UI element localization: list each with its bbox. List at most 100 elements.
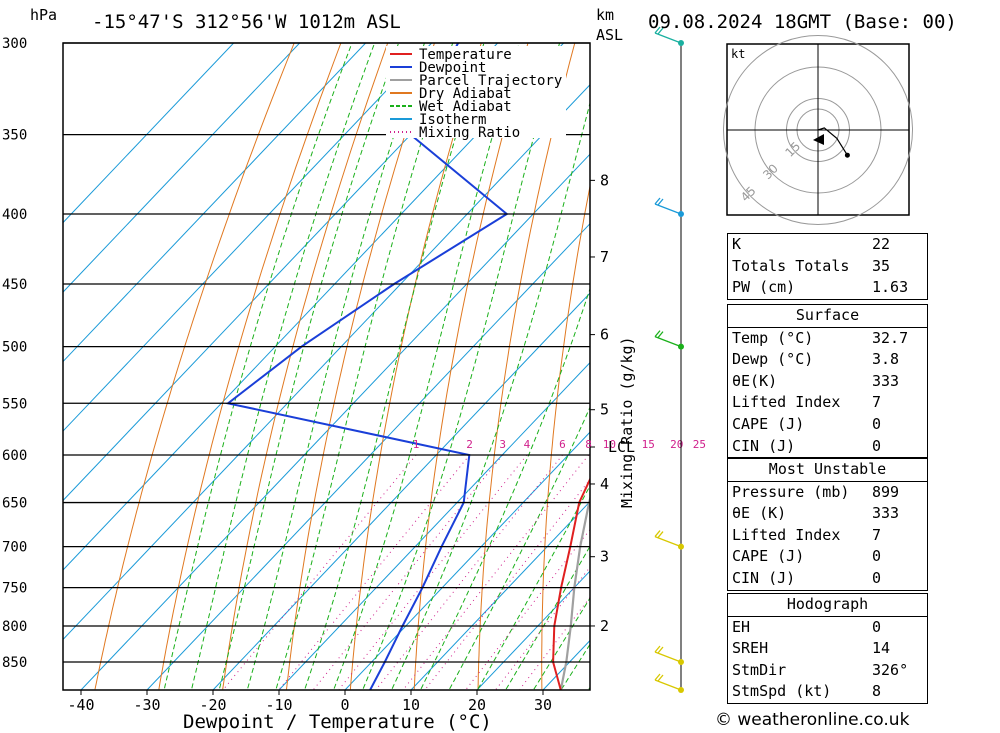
table_surface-value: 32.7: [872, 328, 909, 347]
temp-tick-label: 0: [340, 696, 349, 714]
pressure-tick-label: 850: [2, 655, 27, 671]
units-asl: ASL: [596, 26, 623, 44]
legend-label: Isotherm: [419, 112, 486, 128]
lcl-label: LCL: [608, 438, 635, 456]
table_hodograph-row: SREH 14: [728, 638, 927, 660]
mixing-ratio-label: 4: [524, 438, 531, 451]
temp-tick-label: -20: [199, 696, 226, 714]
km-tick-label: 8: [600, 171, 609, 189]
legend-label: Dry Adiabat: [419, 86, 512, 102]
mixing-ratio-label: 15: [642, 438, 655, 451]
table_most_unstable-value: 0: [872, 547, 882, 566]
table_hodograph-row: EH 0: [728, 617, 927, 639]
legend-label: Mixing Ratio: [419, 125, 520, 141]
mixing-ratio-label: 10: [603, 438, 616, 451]
table_hodograph-value: 8: [872, 682, 882, 701]
table_surface-value: 0: [872, 436, 882, 455]
isotherm-line: [63, 43, 301, 293]
pressure-tick-label: 800: [2, 619, 27, 635]
parcel-trajectory-line: [559, 494, 590, 690]
table_hodograph-row: StmDir 326°: [728, 660, 927, 682]
hodograph-ring: [723, 35, 913, 225]
isotherm-line: [63, 43, 235, 224]
hodograph-title: Hodograph: [786, 595, 869, 613]
table_most_unstable-label: CAPE (J): [732, 547, 805, 566]
most-unstable-title: Most Unstable: [768, 460, 887, 478]
isotherm-line: [344, 431, 590, 690]
table_most_unstable-value: 0: [872, 568, 882, 587]
table_surface-row: Dewp (°C) 3.8: [728, 349, 927, 371]
wind-barb: [654, 330, 682, 348]
dry-adiabat-line: [664, 43, 715, 689]
table_surface-label: Temp (°C): [732, 328, 814, 347]
table_most_unstable-label: Pressure (mb): [732, 482, 850, 501]
mixing-ratio-label: 2: [466, 438, 473, 451]
wind-barb: [654, 645, 682, 663]
isotherm-line: [146, 222, 590, 690]
pressure-tick-label: 500: [2, 340, 27, 356]
wet-adiabat-line: [190, 43, 376, 690]
table_surface-value: 3.8: [872, 350, 900, 369]
table_surface-value: 7: [872, 393, 882, 412]
mixing-ratio-label: 20: [670, 438, 683, 451]
indices-table: K 22 Totals Totals 35 PW (cm) 1.63: [727, 233, 928, 300]
table_hodograph-label: StmDir: [732, 660, 787, 679]
table_most_unstable-label: CIN (J): [732, 568, 796, 587]
temp-tick-label: -10: [265, 696, 292, 714]
mixing-ratio-line: [519, 596, 590, 690]
table_hodograph-value: 14: [872, 639, 891, 658]
km-tick-label: 4: [600, 475, 609, 493]
pressure-tick-label: 400: [2, 207, 27, 223]
table_indices-row: PW (cm) 1.63: [728, 277, 927, 299]
wind-barb: [654, 197, 682, 215]
table_most_unstable-value: 899: [872, 482, 900, 501]
pressure-tick-label: 450: [2, 277, 27, 293]
isotherm-line: [278, 361, 590, 690]
temp-tick-label: 30: [534, 696, 552, 714]
pressure-tick-label: 700: [2, 540, 27, 556]
credit-link[interactable]: © weatheronline.co.uk: [715, 710, 910, 730]
temp-tick-label: 20: [468, 696, 486, 714]
table_indices-value: 1.63: [872, 278, 909, 297]
km-tick-label: 2: [600, 617, 609, 635]
dry-adiabat-line: [604, 43, 669, 689]
mixing-ratio-label: 25: [693, 438, 706, 451]
isotherm-line: [63, 43, 565, 571]
table_most_unstable-value: 7: [872, 525, 882, 544]
pressure-tick-label: 600: [2, 448, 27, 464]
km-tick-label: 7: [600, 248, 609, 266]
pressure-tick-label: 750: [2, 581, 27, 597]
dry-adiabat-line: [940, 43, 989, 689]
temp-tick-label: -40: [67, 696, 94, 714]
mixing-ratio-line: [424, 478, 590, 690]
table_most_unstable-row: Pressure (mb) 899: [728, 482, 927, 504]
storm-motion-marker: [813, 134, 824, 145]
pressure-tick-label: 650: [2, 496, 27, 512]
table_hodograph-value: 326°: [872, 660, 909, 679]
legend-label: Temperature: [419, 47, 512, 63]
table_surface-row: Temp (°C) 32.7: [728, 328, 927, 350]
dry-adiabat-line: [349, 43, 482, 690]
legend-label: Wet Adiabat: [419, 99, 512, 115]
table_surface-row: Lifted Index 7: [728, 392, 927, 414]
isotherm-line: [476, 570, 590, 690]
mixing-ratio-line: [278, 454, 470, 690]
mixing-ratio-line: [223, 454, 417, 690]
dry-adiabat-line: [991, 43, 1000, 689]
x-axis-title: Dewpoint / Temperature (°C): [183, 711, 492, 733]
mixing-ratio-axis-title: Mixing Ratio (g/kg): [618, 336, 636, 508]
table_hodograph-label: StmSpd (kt): [732, 682, 832, 701]
table_most_unstable-row: θE (K) 333: [728, 503, 927, 525]
table_surface-label: Lifted Index: [732, 393, 841, 412]
legend-box: [386, 46, 566, 138]
hodograph-trace: [817, 127, 848, 156]
pressure-tick-label: 300: [2, 36, 27, 52]
temp-tick-label: 10: [402, 696, 420, 714]
isotherm-line: [63, 43, 499, 502]
table_hodograph-label: SREH: [732, 639, 769, 658]
table_surface-value: 0: [872, 414, 882, 433]
table_surface-label: Dewp (°C): [732, 350, 814, 369]
mixing-ratio-label: 1: [413, 438, 420, 451]
mixing-ratio-label: 8: [585, 438, 592, 451]
table_surface-label: CIN (J): [732, 436, 796, 455]
